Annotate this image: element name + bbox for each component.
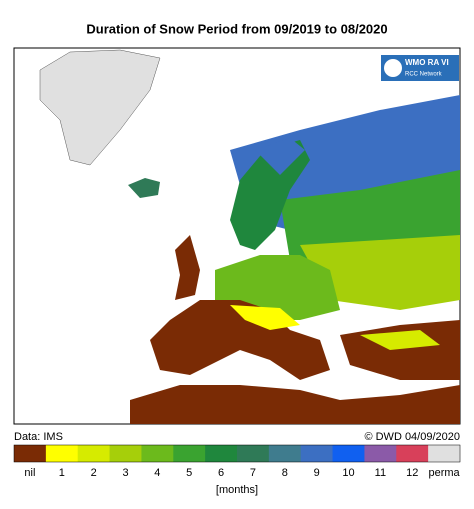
legend-label: 3 <box>122 467 128 479</box>
anatolia-highland <box>360 330 440 350</box>
legend-swatch <box>141 445 174 462</box>
legend-label: 7 <box>250 467 256 479</box>
legend-label: 10 <box>342 467 354 479</box>
legend-label: 6 <box>218 467 224 479</box>
map <box>13 47 461 425</box>
logo: WMO RA VI RCC Network <box>381 55 459 81</box>
legend-label: perma <box>428 467 460 479</box>
legend-unit: [months] <box>216 484 258 496</box>
logo-network: RCC Network <box>405 72 443 78</box>
legend-label: nil <box>24 467 35 479</box>
legend-swatch <box>237 445 270 462</box>
legend-swatch <box>173 445 206 462</box>
legend-label: 5 <box>186 467 192 479</box>
credit: © DWD 04/09/2020 <box>364 431 460 443</box>
logo-name: WMO RA VI <box>405 58 449 67</box>
source: Data: IMS <box>14 431 63 443</box>
south-russia <box>300 235 460 310</box>
legend-border <box>13 444 461 463</box>
legend-swatch <box>428 445 461 462</box>
legend-swatch <box>396 445 429 462</box>
legend-swatch <box>300 445 334 462</box>
scandinavia <box>230 140 310 250</box>
title: Duration of Snow Period from 09/2019 to … <box>86 21 387 36</box>
greenland <box>39 49 161 166</box>
legend-swatch <box>109 445 142 462</box>
legend-label: 4 <box>154 467 160 479</box>
north-africa <box>130 385 460 424</box>
logo-emblem <box>384 59 402 77</box>
britain <box>175 235 200 300</box>
lapland <box>255 138 305 175</box>
legend-label: 1 <box>59 467 65 479</box>
legend-label: 9 <box>314 467 320 479</box>
iceland <box>128 178 160 198</box>
legend-label: 11 <box>375 467 386 479</box>
legend: nil 1 2 3 4 5 6 7 8 9 10 11 12 perma <box>13 444 461 479</box>
legend-swatch <box>268 445 302 462</box>
legend-swatch <box>77 445 111 462</box>
legend-label: 12 <box>406 467 418 479</box>
legend-swatch <box>364 445 397 462</box>
legend-swatch <box>45 445 79 462</box>
legend-swatch <box>332 445 365 462</box>
legend-swatch <box>205 445 238 462</box>
legend-label: 2 <box>91 467 97 479</box>
south-europe <box>150 300 330 380</box>
legend-swatch <box>14 445 47 462</box>
alps <box>230 305 300 330</box>
legend-label: 8 <box>282 467 288 479</box>
